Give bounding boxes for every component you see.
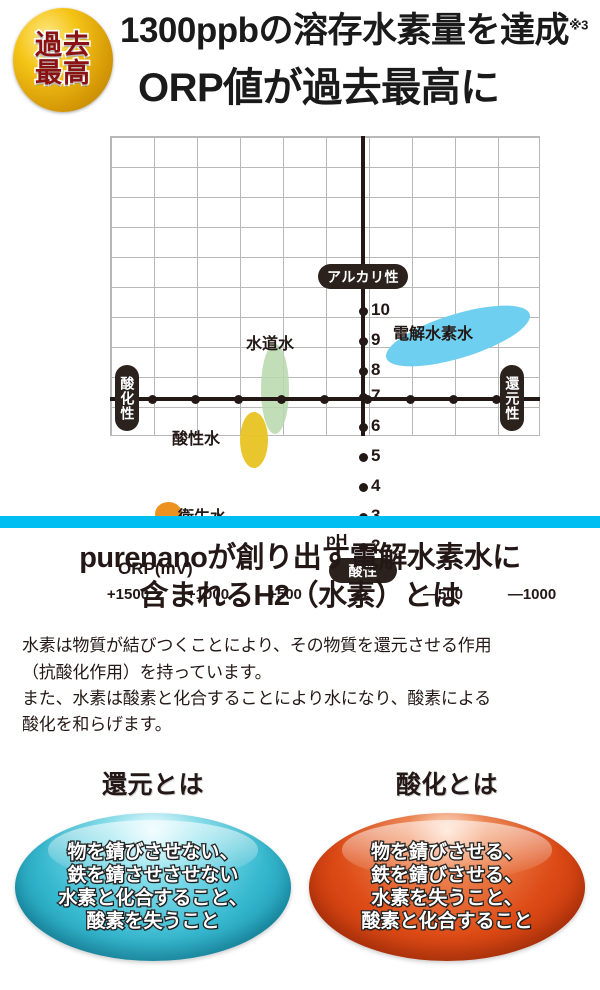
label-sanseisui: 酸性水 <box>172 431 221 448</box>
pill-alkaline: アルカリ性 <box>318 264 408 289</box>
reduction-oval: 物を錆びさせない、 鉄を錆させさせない 水素と化合すること、 酸素を失うこと <box>15 813 291 961</box>
section2-body: 水素は物質が結びつくことにより、その物質を還元させる作用 （抗酸化作用）を持って… <box>22 633 600 738</box>
axis-dot <box>492 395 501 404</box>
body-line-1: 水素は物質が結びつくことにより、その物質を還元させる作用 <box>22 636 492 656</box>
xtick-zero: 0 <box>358 586 368 603</box>
axis-dot <box>359 423 368 432</box>
ph-tick-8: 8 <box>371 360 381 379</box>
blob-suidousui <box>261 344 289 434</box>
ph-tick-5: 5 <box>371 446 381 465</box>
oxidation-title: 酸化とは <box>395 771 498 799</box>
axis-dot <box>359 543 368 552</box>
axis-dot <box>191 395 200 404</box>
axis-dot <box>359 367 368 376</box>
axis-dot <box>277 395 286 404</box>
reduction-oval-text: 物を錆びさせない、 鉄を錆させさせない 水素と化合すること、 酸素を失うこと <box>57 840 249 933</box>
axis-dot <box>359 393 368 402</box>
xtick-minus1000: —1000 <box>507 586 557 603</box>
pill-acidic: 酸性 <box>329 558 397 583</box>
header-section: 過去 最高 1300ppbの溶存水素量を達成※3 ORP値が過去最高に <box>0 0 600 128</box>
header-titles: 1300ppbの溶存水素量を達成※3 ORP値が過去最高に <box>120 11 590 113</box>
pill-reducing: 還元性 <box>500 365 524 431</box>
axis-dot <box>359 337 368 346</box>
xtick-plus1500: +1500 <box>106 586 150 603</box>
headline-primary-text: 1300ppbの溶存水素量を達成 <box>120 11 570 50</box>
xtick-minus500: —500 <box>422 586 464 603</box>
axis-dot <box>320 395 329 404</box>
reduction-column: 還元とは 物を錆びさせない、 鉄を錆させさせない 水素と化合すること、 酸素を失… <box>8 765 298 961</box>
section-divider <box>0 516 600 528</box>
blob-sanseisui <box>240 412 268 468</box>
reduction-title: 還元とは <box>101 771 204 799</box>
ph-tick-7: 7 <box>371 386 381 405</box>
axis-dot <box>148 395 157 404</box>
footnote-marker: ※3 <box>569 17 588 33</box>
axis-dot <box>359 483 368 492</box>
ph-tick-6: 6 <box>371 416 381 435</box>
oxidation-oval-text: 物を錆びさせる、 鉄を錆びさせる、 水素を失うこと、 酸素と化合すること <box>360 840 534 933</box>
axis-dot <box>234 395 243 404</box>
xtick-plus500: +500 <box>268 586 302 603</box>
body-line-4: 酸化を和らげます。 <box>22 715 172 735</box>
headline-primary: 1300ppbの溶存水素量を達成※3 <box>120 11 590 51</box>
pill-oxidizing: 酸化性 <box>115 365 139 431</box>
ph-tick-9: 9 <box>371 330 381 349</box>
section2-heading-line2: 含まれるH2（水素）とは <box>139 579 461 612</box>
orp-ph-chart: 10 9 8 7 6 5 4 3 2 pH ORP(mV) アルカリ性 酸性 酸… <box>0 128 600 603</box>
axis-dot <box>359 307 368 316</box>
orp-axis-label: ORP(mV) <box>118 559 193 578</box>
axis-dot <box>406 395 415 404</box>
headline-secondary: ORP値が過去最高に <box>138 65 500 110</box>
record-high-badge: 過去 最高 <box>13 8 113 112</box>
ph-tick-3: 3 <box>371 506 380 526</box>
oxidation-oval: 物を錆びさせる、 鉄を錆びさせる、 水素を失うこと、 酸素と化合すること <box>309 813 585 961</box>
oxidation-column: 酸化とは 物を錆びさせる、 鉄を錆びさせる、 水素を失うこと、 酸素と化合するこ… <box>302 765 592 961</box>
body-line-2: （抗酸化作用）を持っています。 <box>22 662 272 682</box>
ph-tick-2: 2 <box>371 536 381 555</box>
label-suidousui: 水道水 <box>246 336 295 353</box>
label-denkaisuisosui: 電解水素水 <box>393 326 474 343</box>
section2-heading-line1: purenanoが創り出す電解水素水に <box>79 542 521 574</box>
axis-dot <box>359 453 368 462</box>
ph-tick-4: 4 <box>371 476 381 495</box>
ph-tick-10: 10 <box>371 300 390 319</box>
axis-dot <box>449 395 458 404</box>
xtick-plus1000: +1000 <box>186 586 230 603</box>
badge-line-1: 過去 <box>33 30 91 61</box>
body-line-3: また、水素は酸素と化合することにより水になり、酸素による <box>22 689 491 709</box>
ph-axis-label: pH <box>326 532 348 549</box>
hydrogen-explanation-section: purenanoが創り出す電解水素水に 含まれるH2（水素）とは 水素は物質が結… <box>0 540 600 739</box>
badge-line-2: 最高 <box>33 58 91 88</box>
